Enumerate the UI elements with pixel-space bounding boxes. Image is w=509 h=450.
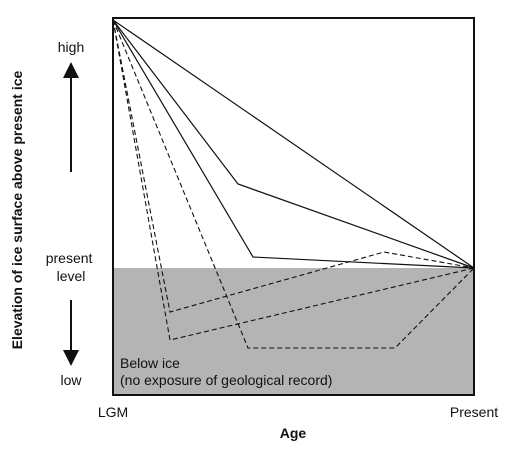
below-ice-region	[113, 268, 474, 395]
y-low-label: low	[60, 372, 82, 388]
y-high-label: high	[58, 39, 84, 55]
x-start-label: LGM	[98, 404, 128, 420]
dashed-paths	[112, 19, 475, 349]
y-present-label: present level	[46, 250, 97, 284]
solid-paths	[112, 19, 475, 269]
x-axis-label: Age	[280, 425, 307, 441]
below-ice-label: Below ice (no exposure of geological rec…	[120, 355, 332, 388]
y-axis-label: Elevation of ice surface above present i…	[9, 71, 25, 350]
plot-frame	[112, 17, 475, 396]
x-end-label: Present	[450, 404, 498, 420]
